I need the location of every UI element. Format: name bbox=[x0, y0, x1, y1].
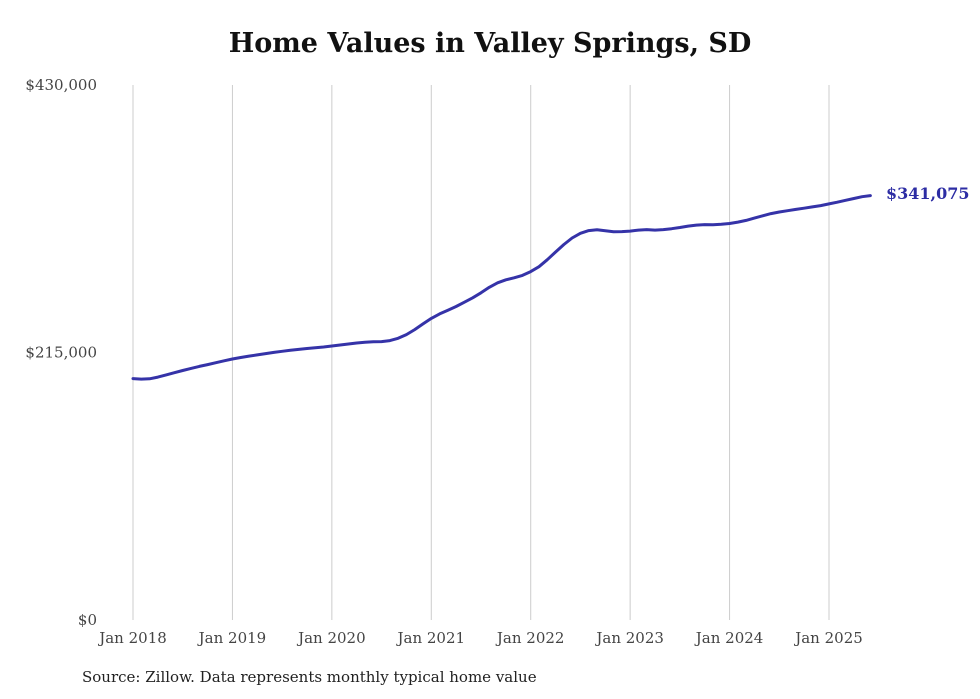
x-tick-label: Jan 2022 bbox=[495, 629, 565, 647]
chart-title: Home Values in Valley Springs, SD bbox=[228, 28, 752, 59]
source-note: Source: Zillow. Data represents monthly … bbox=[82, 668, 537, 686]
x-tick-label: Jan 2021 bbox=[396, 629, 466, 647]
x-tick-label: Jan 2020 bbox=[296, 629, 366, 647]
x-tick-label: Jan 2024 bbox=[694, 629, 764, 647]
x-tick-label: Jan 2023 bbox=[594, 629, 664, 647]
end-value-label: $341,075 bbox=[886, 184, 970, 203]
home-value-line bbox=[131, 194, 872, 381]
y-tick-label: $0 bbox=[78, 611, 97, 629]
y-tick-label: $215,000 bbox=[25, 344, 97, 362]
x-tick-label: Jan 2025 bbox=[793, 629, 863, 647]
x-tick-label: Jan 2018 bbox=[97, 629, 167, 647]
y-tick-label: $430,000 bbox=[25, 76, 97, 94]
x-tick-label: Jan 2019 bbox=[197, 629, 267, 647]
